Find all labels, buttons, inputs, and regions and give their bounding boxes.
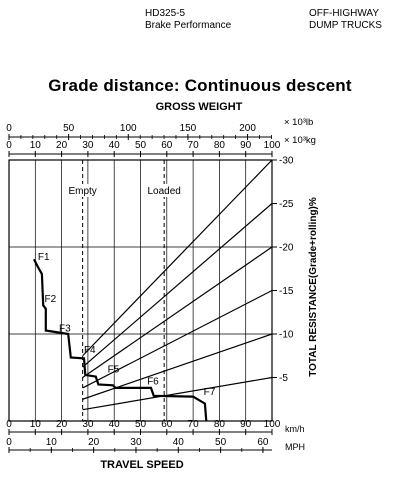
resistance-tick-label-5: -5 bbox=[279, 373, 288, 384]
category-label-1: OFF-HIGHWAY bbox=[309, 8, 379, 19]
mph-tick-label-50: 50 bbox=[215, 437, 227, 448]
resistance-line-15 bbox=[82, 289, 273, 389]
kg-tick-label-70: 70 bbox=[188, 140, 200, 151]
ref-label-bg bbox=[64, 184, 101, 197]
kg-tick-label-90: 90 bbox=[240, 140, 252, 151]
chart-title: Grade distance: Continuous descent bbox=[48, 76, 352, 95]
kmh-tick-label-40: 40 bbox=[109, 419, 121, 430]
gear-label-f3: F3 bbox=[59, 323, 71, 334]
mph-tick-label-10: 10 bbox=[46, 437, 58, 448]
lb-tick-label-150: 150 bbox=[180, 123, 197, 134]
kg-tick-label-10: 10 bbox=[30, 140, 42, 151]
gross-weight-label: GROSS WEIGHT bbox=[156, 101, 243, 113]
ref-label-empty: Empty bbox=[68, 186, 96, 197]
ref-label-loaded: Loaded bbox=[147, 186, 180, 197]
kmh-tick-label-60: 60 bbox=[161, 419, 173, 430]
resistance-line-20 bbox=[82, 246, 273, 378]
mph-tick-label-60: 60 bbox=[257, 437, 269, 448]
lb-tick-label-0: 0 bbox=[6, 123, 12, 134]
resistance-tick-label-30: -30 bbox=[279, 156, 294, 167]
gear-label-f2: F2 bbox=[45, 294, 57, 305]
subtitle-label: Brake Performance bbox=[145, 20, 232, 31]
resistance-line-30 bbox=[82, 159, 273, 357]
kg-unit-label: × 10³kg bbox=[284, 135, 316, 146]
model-label: HD325-5 bbox=[145, 8, 186, 19]
kmh-unit-label: km/h bbox=[285, 424, 305, 434]
category-label-2: DUMP TRUCKS bbox=[309, 20, 382, 31]
resistance-tick-label-25: -25 bbox=[279, 199, 294, 210]
kg-tick-label-0: 0 bbox=[6, 140, 12, 151]
resistance-line-5 bbox=[82, 376, 273, 411]
kmh-tick-label-10: 10 bbox=[30, 419, 42, 430]
lb-tick-label-200: 200 bbox=[239, 123, 256, 134]
resistance-line-25 bbox=[82, 203, 273, 368]
kmh-tick-label-30: 30 bbox=[82, 419, 94, 430]
gear-label-f7: F7 bbox=[204, 387, 216, 398]
kmh-tick-label-50: 50 bbox=[135, 419, 147, 430]
kg-tick-label-100: 100 bbox=[264, 140, 281, 151]
grid-layer bbox=[8, 159, 273, 422]
gear-label-f6: F6 bbox=[147, 376, 159, 387]
kg-tick-label-30: 30 bbox=[82, 140, 94, 151]
gear-curve bbox=[33, 258, 208, 422]
kg-tick-label-40: 40 bbox=[109, 140, 121, 151]
total-resistance-label: TOTAL RESISTANCE(Grade+rolling)% bbox=[308, 197, 319, 377]
kmh-tick-label-20: 20 bbox=[56, 419, 68, 430]
kg-tick-label-50: 50 bbox=[135, 140, 147, 151]
ref-label-bg bbox=[146, 184, 183, 197]
resistance-line-10 bbox=[82, 333, 273, 400]
header-left: HD325-5 Brake Performance bbox=[145, 8, 231, 32]
mph-tick-label-0: 0 bbox=[6, 437, 12, 448]
kmh-tick-label-80: 80 bbox=[214, 419, 226, 430]
resistance-tick-label-15: -15 bbox=[279, 286, 294, 297]
lb-unit-label: × 10³lb bbox=[284, 117, 313, 128]
mph-tick-label-20: 20 bbox=[88, 437, 100, 448]
kg-tick-label-20: 20 bbox=[56, 140, 68, 151]
kg-tick-label-60: 60 bbox=[161, 140, 173, 151]
kg-tick-label-80: 80 bbox=[214, 140, 226, 151]
lb-tick-label-100: 100 bbox=[120, 123, 137, 134]
header-right: OFF-HIGHWAY DUMP TRUCKS bbox=[309, 8, 382, 32]
gear-label-f4: F4 bbox=[84, 345, 96, 356]
kmh-tick-label-0: 0 bbox=[6, 419, 12, 430]
kmh-tick-label-70: 70 bbox=[188, 419, 200, 430]
mph-tick-label-40: 40 bbox=[173, 437, 185, 448]
resistance-tick-label-20: -20 bbox=[279, 243, 294, 254]
labels-layer: F1 F2 F3 F4 F5 F6 F7 bbox=[38, 252, 216, 398]
mph-tick-label-30: 30 bbox=[130, 437, 142, 448]
gear-label-f5: F5 bbox=[108, 364, 120, 375]
resistance-tick-label-10: -10 bbox=[279, 330, 294, 341]
lines-layer: Empty Loaded bbox=[33, 159, 273, 422]
lb-tick-label-50: 50 bbox=[63, 123, 75, 134]
kmh-tick-label-90: 90 bbox=[240, 419, 252, 430]
travel-speed-label: TRAVEL SPEED bbox=[100, 459, 183, 471]
gear-label-f1: F1 bbox=[38, 252, 50, 263]
kmh-tick-label-100: 100 bbox=[264, 419, 281, 430]
mph-unit-label: MPH bbox=[285, 442, 305, 452]
